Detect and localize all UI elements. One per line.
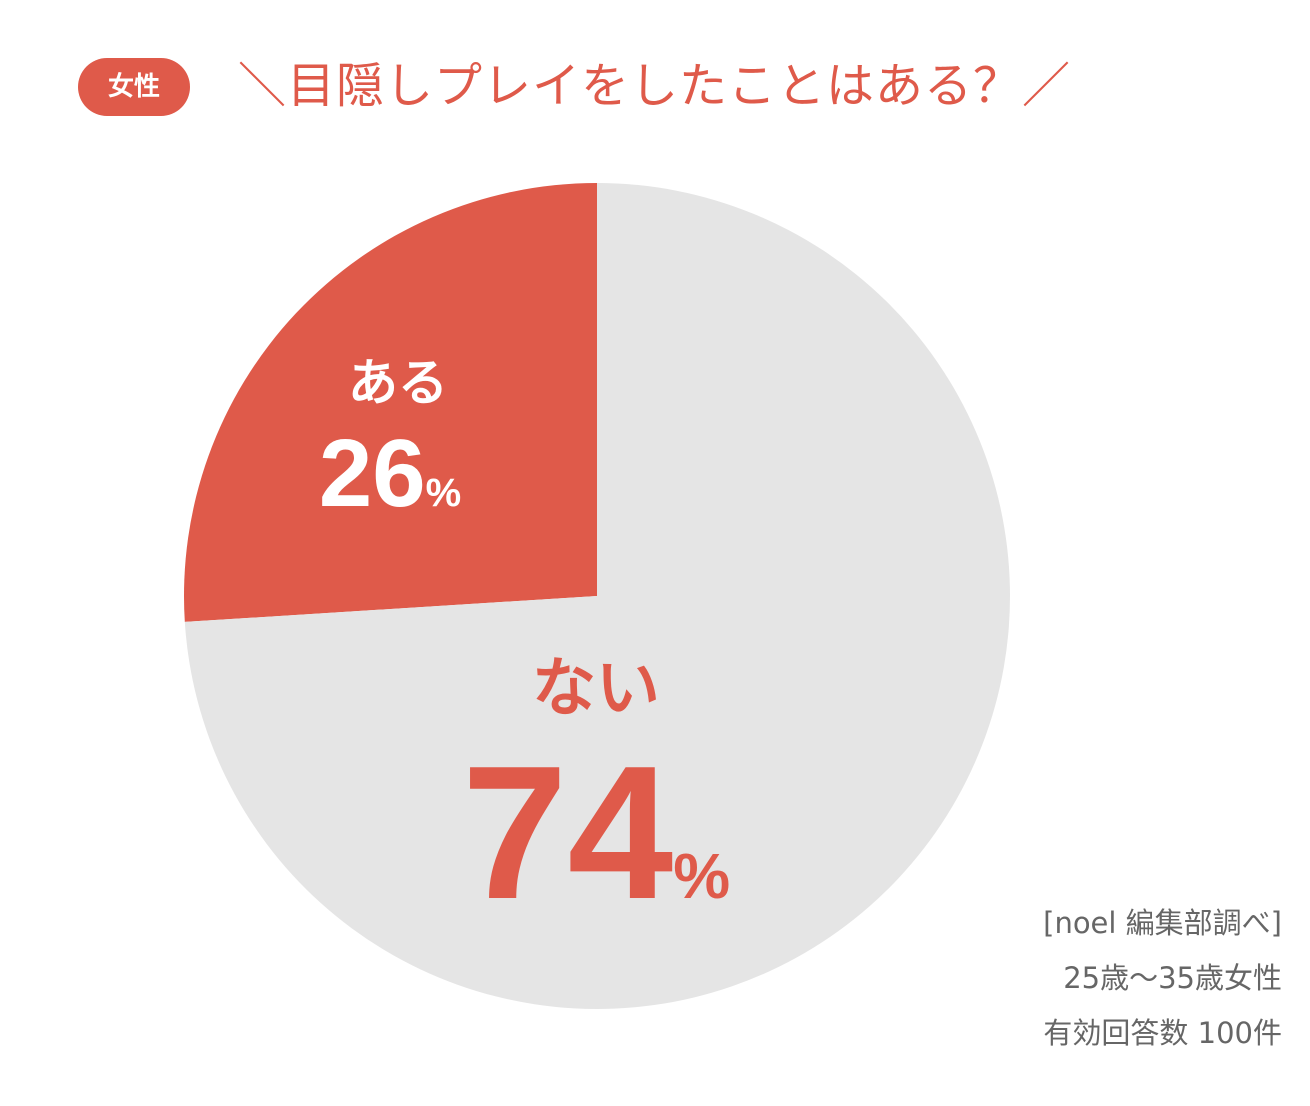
pie-slice-no [184,183,1011,1010]
slice-value-no: 74% [462,727,730,939]
slice-label-no: ない [532,652,660,726]
source-line-survey: [noel 編集部調べ] [1043,906,1282,940]
source-line-count: 有効回答数 100件 [1043,1016,1282,1050]
source-note: [noel 編集部調べ] 25歳〜35歳女性 有効回答数 100件 [1043,896,1282,1061]
chart-title: ＼目隠しプレイをしたことはある？／ [238,58,1072,114]
gender-badge: 女性 [78,58,190,116]
pie-slice-yes [183,183,598,622]
slice-label-yes: ある [348,354,448,412]
slice-value-yes: 26% [319,420,461,527]
source-line-demographic: 25歳〜35歳女性 [1063,961,1282,995]
